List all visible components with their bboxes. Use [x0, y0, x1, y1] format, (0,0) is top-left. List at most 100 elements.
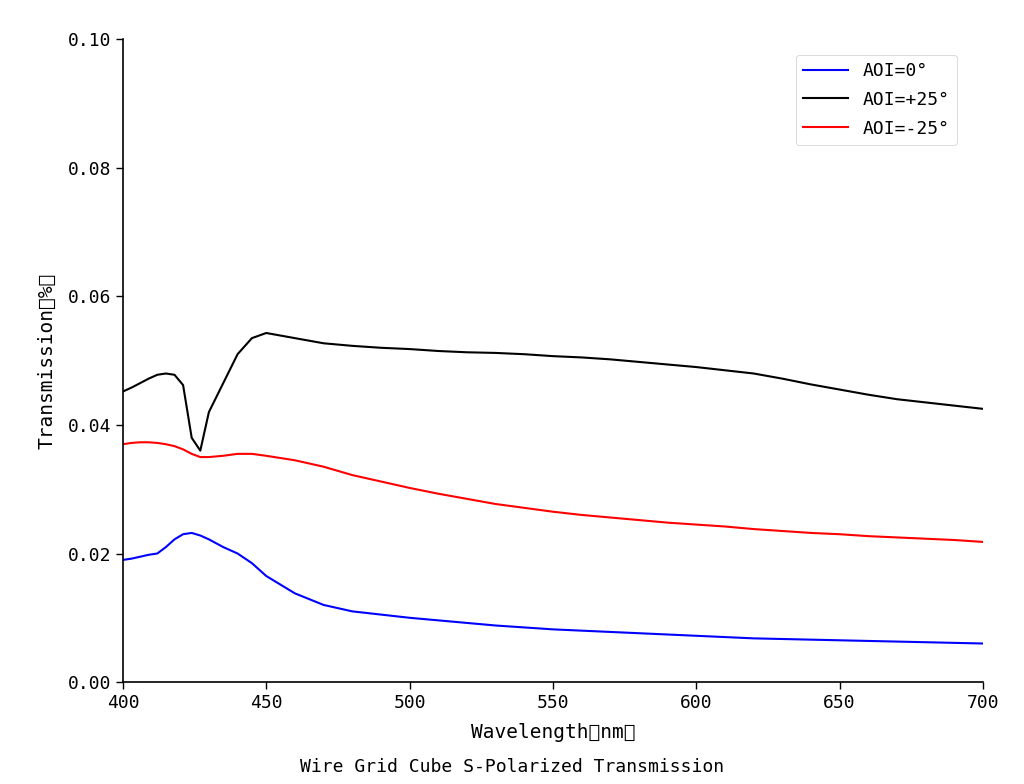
AOI=+25° [195, 446, 207, 456]
AOI=-25° [489, 499, 502, 509]
AOI=+25° [432, 347, 444, 356]
AOI=-25° [117, 440, 129, 449]
AOI=0° [346, 607, 358, 616]
AOI=+25° [948, 401, 961, 410]
AOI=+25° [719, 365, 731, 375]
AOI=-25° [633, 515, 645, 524]
AOI=+25° [920, 397, 932, 407]
AOI=+25° [403, 344, 416, 354]
AOI=0° [690, 631, 702, 641]
AOI=0° [891, 637, 903, 646]
AOI=-25° [862, 532, 874, 541]
AOI=0° [920, 637, 932, 647]
AOI=0° [375, 610, 387, 619]
AOI=0° [547, 625, 559, 634]
AOI=0° [834, 636, 846, 645]
AOI=+25° [217, 379, 229, 388]
Line: AOI=+25°: AOI=+25° [123, 333, 983, 451]
AOI=-25° [203, 452, 215, 462]
AOI=0° [260, 572, 272, 581]
AOI=0° [168, 535, 180, 544]
AOI=+25° [231, 350, 244, 359]
AOI=+25° [125, 383, 137, 392]
AOI=0° [177, 529, 189, 539]
AOI=+25° [117, 387, 129, 396]
AOI=-25° [160, 440, 172, 449]
AOI=-25° [317, 462, 330, 471]
AOI=0° [160, 543, 172, 552]
AOI=0° [403, 613, 416, 622]
AOI=+25° [152, 370, 164, 379]
AOI=+25° [891, 394, 903, 404]
AOI=-25° [125, 438, 137, 448]
AOI=0° [246, 558, 258, 568]
AOI=+25° [662, 360, 674, 369]
AOI=-25° [662, 518, 674, 528]
AOI=0° [185, 528, 198, 538]
AOI=0° [217, 543, 229, 552]
AOI=+25° [203, 408, 215, 417]
AOI=0° [195, 531, 207, 540]
AOI=-25° [547, 507, 559, 517]
Y-axis label: Transmission（%）: Transmission（%） [38, 273, 56, 448]
AOI=+25° [260, 328, 272, 338]
AOI=-25° [948, 535, 961, 545]
AOI=+25° [177, 380, 189, 390]
AOI=-25° [231, 449, 244, 459]
AOI=0° [575, 626, 588, 635]
AOI=-25° [776, 526, 788, 535]
AOI=-25° [185, 449, 198, 459]
AOI=+25° [633, 358, 645, 367]
AOI=+25° [168, 370, 180, 379]
AOI=-25° [403, 483, 416, 492]
AOI=0° [489, 621, 502, 630]
AOI=+25° [160, 368, 172, 378]
AOI=+25° [604, 354, 616, 364]
AOI=-25° [134, 437, 146, 447]
AOI=-25° [805, 528, 817, 538]
AOI=-25° [977, 537, 989, 546]
AOI=0° [719, 633, 731, 642]
AOI=+25° [834, 385, 846, 394]
AOI=0° [125, 554, 137, 564]
AOI=0° [117, 555, 129, 564]
AOI=0° [948, 638, 961, 648]
AOI=-25° [246, 449, 258, 459]
AOI=+25° [461, 347, 473, 357]
AOI=-25° [748, 524, 760, 534]
AOI=-25° [461, 494, 473, 503]
AOI=0° [152, 549, 164, 558]
AOI=0° [231, 549, 244, 558]
AOI=0° [289, 589, 301, 598]
AOI=-25° [168, 441, 180, 451]
AOI=+25° [142, 374, 155, 383]
AOI=-25° [575, 510, 588, 520]
AOI=-25° [690, 520, 702, 529]
AOI=+25° [185, 433, 198, 442]
AOI=0° [633, 629, 645, 638]
AOI=0° [604, 627, 616, 637]
AOI=-25° [195, 452, 207, 462]
Legend: AOI=0°, AOI=+25°, AOI=-25°: AOI=0°, AOI=+25°, AOI=-25° [796, 55, 956, 145]
AOI=+25° [346, 341, 358, 350]
AOI=0° [977, 639, 989, 648]
AOI=-25° [432, 489, 444, 499]
AOI=+25° [575, 353, 588, 362]
AOI=0° [776, 634, 788, 644]
AOI=0° [317, 601, 330, 610]
AOI=-25° [604, 513, 616, 522]
AOI=0° [432, 615, 444, 625]
AOI=+25° [134, 379, 146, 388]
AOI=+25° [547, 351, 559, 361]
AOI=+25° [518, 350, 530, 359]
AOI=+25° [289, 333, 301, 343]
AOI=-25° [834, 529, 846, 539]
AOI=-25° [346, 470, 358, 480]
AOI=-25° [142, 437, 155, 447]
AOI=+25° [375, 343, 387, 353]
AOI=+25° [489, 348, 502, 358]
Text: Wire Grid Cube S-Polarized Transmission: Wire Grid Cube S-Polarized Transmission [300, 758, 724, 776]
AOI=0° [142, 550, 155, 560]
AOI=0° [805, 635, 817, 644]
AOI=-25° [152, 438, 164, 448]
